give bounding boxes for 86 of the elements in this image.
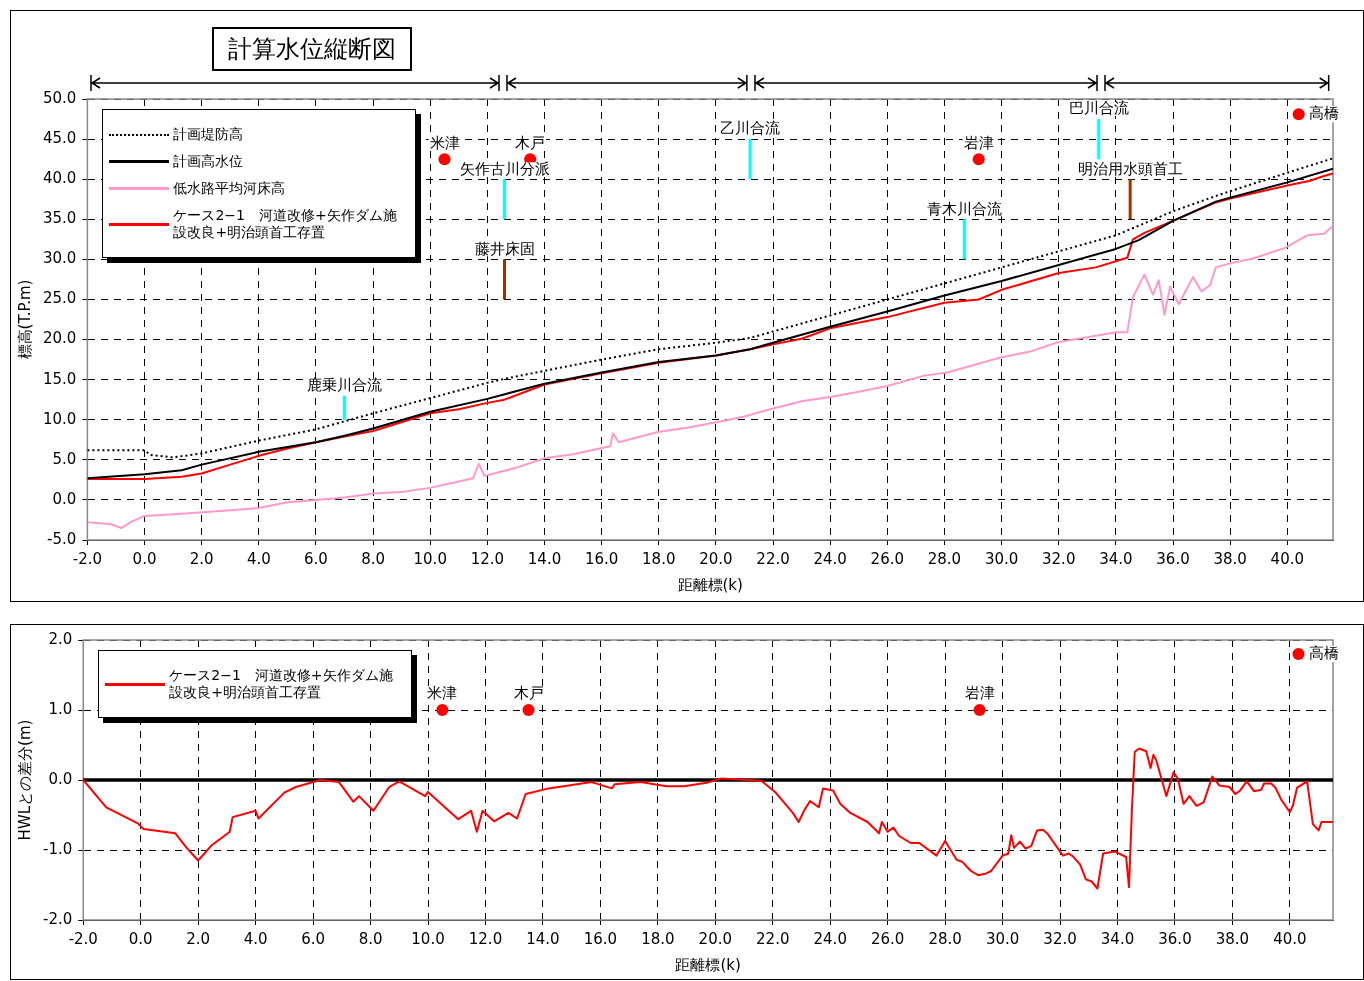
- x-tick-label: 24.0: [813, 929, 847, 948]
- chart-title: 計算水位縦断図: [211, 27, 412, 71]
- y-axis-title: 標高(T.P.m): [15, 279, 34, 360]
- y-tick-label: 5.0: [52, 449, 77, 468]
- x-tick-label: 28.0: [927, 549, 962, 568]
- x-tick-label: 12.0: [468, 929, 503, 948]
- annotation: 高橋: [1308, 104, 1339, 123]
- y-tick-label: -2.0: [42, 909, 73, 928]
- y-tick-label: -5.0: [47, 529, 77, 548]
- x-tick-label: 38.0: [1213, 549, 1247, 568]
- x-tick-label: 36.0: [1156, 549, 1190, 568]
- x-tick-label: 40.0: [1270, 549, 1304, 568]
- annotation: 藤井床固: [474, 239, 535, 258]
- x-tick-label: 34.0: [1100, 929, 1135, 948]
- x-tick-label: 20.0: [699, 549, 733, 568]
- x-tick-label: 34.0: [1099, 549, 1133, 568]
- annotation: 青木川合流: [926, 199, 1002, 218]
- annotation: 木戸: [513, 684, 544, 703]
- annotation: 木戸: [515, 133, 546, 152]
- x-tick-label: -2.0: [68, 929, 98, 948]
- x-tick-label: 6.0: [304, 549, 328, 568]
- x-tick-label: 0.0: [132, 549, 157, 568]
- x-tick-label: 40.0: [1273, 929, 1307, 948]
- x-tick-label: 0.0: [128, 929, 153, 948]
- annotation: 矢作古川分派: [459, 159, 550, 178]
- legend-label: 計画堤防高: [173, 126, 244, 143]
- legend-label: ケース2−1 河道改修+矢作ダム施設改良+明治頭首工存置: [173, 207, 398, 241]
- y-tick-label: 15.0: [42, 369, 77, 388]
- x-tick-label: 24.0: [813, 549, 847, 568]
- x-tick-label: 32.0: [1043, 929, 1077, 948]
- x-tick-label: 22.0: [756, 929, 790, 948]
- annotation: 岩津: [964, 684, 995, 703]
- x-tick-label: 30.0: [985, 929, 1020, 948]
- x-tick-label: 12.0: [470, 549, 505, 568]
- x-tick-label: 26.0: [870, 929, 905, 948]
- y-tick-label: 30.0: [42, 249, 77, 268]
- legend-label: 低水路平均河床高: [173, 180, 286, 197]
- x-tick-label: 18.0: [642, 549, 676, 568]
- x-tick-label: 16.0: [583, 929, 618, 948]
- x-tick-label: 6.0: [301, 929, 326, 948]
- x-tick-label: 26.0: [870, 549, 905, 568]
- x-tick-label: 2.0: [186, 929, 211, 948]
- x-axis-title: 距離標(k): [677, 575, 743, 594]
- x-tick-label: 32.0: [1042, 549, 1076, 568]
- annotation: 明治用水頭首工: [1077, 159, 1183, 178]
- x-tick-label: 8.0: [361, 549, 386, 568]
- x-tick-label: 20.0: [698, 929, 733, 948]
- y-tick-label: -1.0: [42, 839, 73, 858]
- y-tick-label: 45.0: [42, 128, 77, 147]
- y-tick-label: 0.0: [48, 769, 73, 788]
- x-tick-label: 14.0: [527, 549, 562, 568]
- y-tick-label: 50.0: [42, 88, 77, 107]
- annotation: 岩津: [963, 133, 994, 152]
- x-tick-label: 10.0: [413, 549, 447, 568]
- x-tick-label: 30.0: [984, 549, 1019, 568]
- y-tick-label: 25.0: [42, 289, 77, 308]
- x-tick-label: 2.0: [189, 549, 214, 568]
- y-axis-title: HWLとの差分(m): [15, 719, 34, 841]
- legend-label: ケース2−1 河道改修+矢作ダム施設改良+明治頭首工存置: [169, 667, 394, 701]
- annotation: 鹿乗川合流: [307, 376, 383, 395]
- annotation: 高橋: [1308, 643, 1339, 662]
- annotation: 米津: [427, 684, 458, 703]
- x-tick-label: 18.0: [641, 929, 675, 948]
- x-tick-label: 4.0: [243, 929, 268, 948]
- x-tick-label: 8.0: [358, 929, 383, 948]
- x-tick-label: 38.0: [1215, 929, 1250, 948]
- x-tick-label: 4.0: [246, 549, 271, 568]
- y-tick-label: 40.0: [42, 169, 77, 188]
- x-tick-label: 16.0: [584, 549, 619, 568]
- x-axis-title: 距離標(k): [675, 955, 741, 974]
- y-tick-label: 20.0: [42, 329, 77, 348]
- x-tick-label: 22.0: [756, 549, 790, 568]
- y-tick-label: 0.0: [52, 489, 77, 508]
- y-tick-label: 35.0: [42, 209, 77, 228]
- annotation: 巴川合流: [1068, 99, 1129, 118]
- x-tick-label: 14.0: [526, 929, 560, 948]
- y-tick-label: 1.0: [48, 699, 73, 718]
- annotation: 乙川合流: [720, 119, 781, 138]
- legend-label: 計画高水位: [173, 153, 244, 170]
- x-tick-label: 36.0: [1158, 929, 1192, 948]
- annotation: 米津: [429, 133, 460, 152]
- y-tick-label: 2.0: [48, 629, 73, 648]
- x-tick-label: 10.0: [411, 929, 445, 948]
- x-tick-label: 28.0: [928, 929, 962, 948]
- y-tick-label: 10.0: [42, 409, 77, 428]
- x-tick-label: -2.0: [72, 549, 103, 568]
